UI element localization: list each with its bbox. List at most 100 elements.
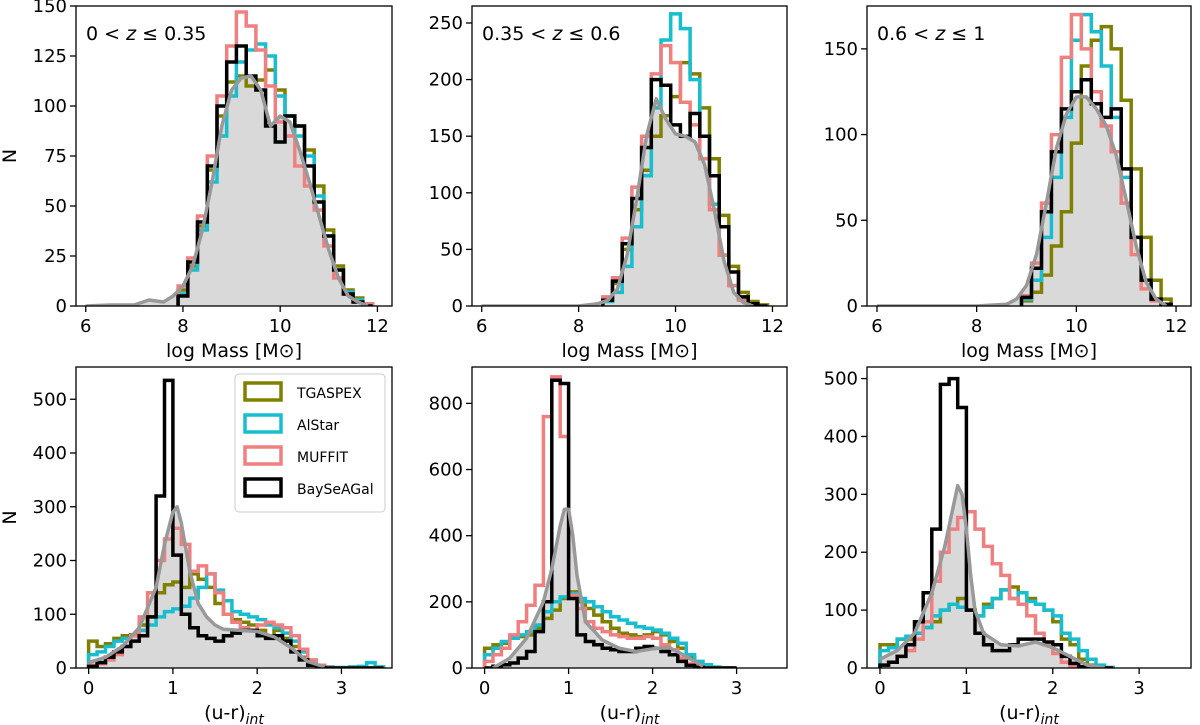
x-tick-label: 8 xyxy=(177,316,188,337)
x-tick-label: 10 xyxy=(269,316,292,337)
x-tick-label: 0 xyxy=(83,678,94,699)
y-tick-label: 300 xyxy=(824,484,858,505)
y-axis-label: N xyxy=(0,149,21,163)
y-tick-label: 200 xyxy=(429,592,463,613)
axes-frame xyxy=(471,366,788,669)
x-tick-label: 1 xyxy=(961,678,972,699)
panel-title: 0.6 < z ≤ 1 xyxy=(877,23,985,45)
y-tick-label: 100 xyxy=(33,96,67,117)
x-axis-label-subscript: int xyxy=(641,712,660,725)
y-tick-label: 50 xyxy=(44,196,67,217)
y-tick-label: 0 xyxy=(56,658,67,679)
y-tick-label: 0 xyxy=(452,658,463,679)
axes-frame xyxy=(866,366,1192,669)
x-tick-label: 2 xyxy=(251,678,262,699)
kde-line xyxy=(481,97,754,306)
kde-fill xyxy=(481,98,754,306)
x-tick-label: 12 xyxy=(761,316,784,337)
legend-label-tgaspex: TGASPEX xyxy=(296,386,362,402)
x-axis-label-subscript: int xyxy=(1041,712,1060,725)
x-axis-label: log Mass [M⊙] xyxy=(961,340,1097,362)
panel-2: 6 8 10 12 0 50 100 150 200 250 log Mass [M⊙] 0.35 <… xyxy=(429,5,788,362)
y-tick-label: 500 xyxy=(33,389,67,410)
panel-6: 0 1 2 3 0 100 200 300 400 500 (u-r)int xyxy=(824,366,1192,725)
x-axis-label: log Mass [M⊙] xyxy=(166,340,302,362)
x-axis-label: (u-r)int xyxy=(999,702,1059,725)
x-tick-label: 2 xyxy=(1047,678,1058,699)
x-tick-label: 0 xyxy=(874,678,885,699)
histogram-bayseagal xyxy=(484,378,737,668)
kde-fill xyxy=(876,96,1167,306)
y-tick-label: 0 xyxy=(847,296,858,317)
kde-fill xyxy=(85,76,368,306)
panel-5: 0 1 2 3 0 200 400 600 800 (u-r)int xyxy=(429,366,788,725)
kde-line xyxy=(879,483,1105,668)
panel-title: 0.35 < z ≤ 0.6 xyxy=(482,23,621,45)
kde-fill xyxy=(493,509,703,668)
plot-area xyxy=(482,375,737,668)
y-tick-label: 0 xyxy=(56,296,67,317)
y-tick-label: 50 xyxy=(835,210,858,231)
y-tick-label: 200 xyxy=(824,542,858,563)
plot-area xyxy=(85,10,375,306)
x-tick-label: 12 xyxy=(366,316,389,337)
y-tick-label: 100 xyxy=(33,604,67,625)
y-tick-label: 150 xyxy=(824,39,858,60)
y-tick-label: 0 xyxy=(452,296,463,317)
axes-frame xyxy=(866,5,1192,307)
y-tick-label: 100 xyxy=(824,125,858,146)
y-tick-label: 150 xyxy=(33,0,67,17)
legend: TGASPEX AlStar MUFFIT BaySeAGal xyxy=(234,373,386,513)
y-tick-label: 200 xyxy=(429,70,463,91)
x-tick-label: 6 xyxy=(871,316,882,337)
y-axis-label: N xyxy=(0,510,21,524)
x-tick-label: 10 xyxy=(664,316,687,337)
legend-swatch-tgaspex xyxy=(243,381,283,402)
x-axis-label: (u-r)int xyxy=(600,702,660,725)
y-tick-label: 400 xyxy=(824,426,858,447)
y-tick-label: 100 xyxy=(824,600,858,621)
legend-label-alstar: AlStar xyxy=(297,418,339,434)
y-tick-label: 100 xyxy=(429,183,463,204)
x-tick-label: 8 xyxy=(971,316,982,337)
x-tick-label: 2 xyxy=(647,678,658,699)
x-axis-label: (u-r)int xyxy=(204,702,264,725)
plot-area xyxy=(86,378,386,668)
kde-line xyxy=(492,507,704,668)
y-tick-label: 500 xyxy=(824,369,858,390)
x-tick-label: 6 xyxy=(476,316,487,337)
y-tick-label: 400 xyxy=(33,443,67,464)
x-tick-label: 1 xyxy=(167,678,178,699)
x-tick-label: 12 xyxy=(1165,316,1188,337)
x-tick-label: 3 xyxy=(1133,678,1144,699)
y-tick-label: 75 xyxy=(44,146,67,167)
x-tick-label: 3 xyxy=(731,678,742,699)
kde-line xyxy=(85,74,369,306)
y-tick-label: 25 xyxy=(44,246,67,267)
axes-frame xyxy=(75,366,393,669)
panel-3: 6 8 10 12 0 50 100 150 log Mass [M⊙] 0.6 < z ≤ 1 xyxy=(824,5,1192,362)
legend-label-muffit: MUFFIT xyxy=(297,450,349,466)
kde-line xyxy=(88,505,326,668)
y-tick-label: 800 xyxy=(429,393,463,414)
kde-line xyxy=(877,95,1168,306)
x-tick-label: 0 xyxy=(479,678,490,699)
histogram-bayseagal xyxy=(878,376,1114,668)
x-tick-label: 3 xyxy=(336,678,347,699)
x-tick-label: 1 xyxy=(563,678,574,699)
y-tick-label: 300 xyxy=(33,497,67,518)
legend-swatch-alstar xyxy=(243,413,283,434)
y-tick-label: 400 xyxy=(429,526,463,547)
y-tick-label: 200 xyxy=(33,551,67,572)
panel-1: 6 8 10 12 0 25 50 75 100 125 150 log Mass [M⊙] N 0 < … xyxy=(0,0,393,362)
y-tick-label: 600 xyxy=(429,460,463,481)
axes-frame xyxy=(471,5,788,307)
y-tick-label: 0 xyxy=(847,658,858,679)
legend-label-bayseagal: BaySeAGal xyxy=(297,482,374,498)
y-tick-label: 125 xyxy=(33,46,67,67)
x-tick-label: 6 xyxy=(80,316,91,337)
y-tick-label: 50 xyxy=(440,239,463,260)
panel-4: 0 1 2 3 0 100 200 300 400 500 (u-r)int N xyxy=(0,366,393,725)
y-tick-label: 250 xyxy=(429,13,463,34)
